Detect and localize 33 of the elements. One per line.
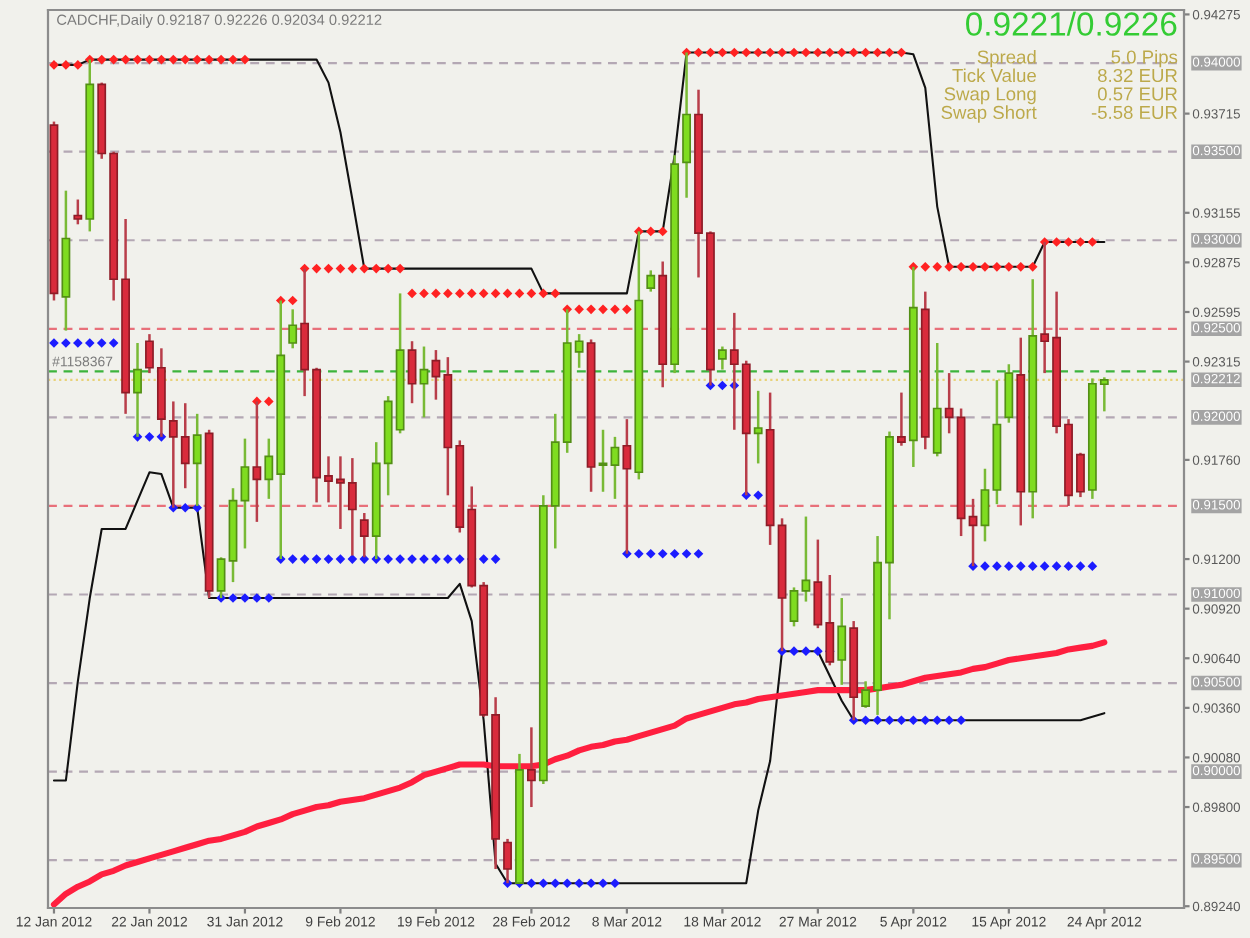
line-series (52, 471, 1106, 885)
candlestick (789, 586, 799, 628)
candlestick (622, 417, 632, 556)
candlestick (419, 345, 429, 419)
candlestick (133, 341, 142, 439)
candlestick (240, 437, 250, 550)
annotation: Swap Short (941, 105, 1037, 123)
candlestick (73, 198, 83, 226)
text: 5.0 Pips (1111, 49, 1178, 68)
candlestick (646, 269, 656, 293)
candlestick (753, 389, 763, 465)
candlestick (407, 339, 417, 405)
candlestick (801, 515, 811, 603)
candlestick (1004, 362, 1014, 424)
line-series (50, 639, 1108, 908)
candlestick (897, 391, 906, 447)
candlestick (717, 345, 727, 371)
annotation: Swap Long (944, 87, 1036, 105)
candlestick (288, 308, 298, 350)
candlestick (682, 51, 691, 199)
candlestick (837, 596, 847, 687)
candlestick (216, 556, 226, 600)
annotation: Tick Value (952, 68, 1036, 83)
candlestick (503, 837, 512, 885)
annotation: -5.58 EUR (1091, 105, 1178, 120)
annotation: Spread (977, 49, 1036, 68)
annotation: 0.57 EUR (1097, 87, 1178, 101)
annotation: 8.32 EUR (1098, 68, 1178, 83)
candlestick (252, 400, 262, 524)
annotation: 0.9221/0.9226 (966, 11, 1177, 36)
candlestick (526, 726, 536, 809)
candlestick (932, 341, 942, 458)
candlestick (610, 435, 620, 501)
